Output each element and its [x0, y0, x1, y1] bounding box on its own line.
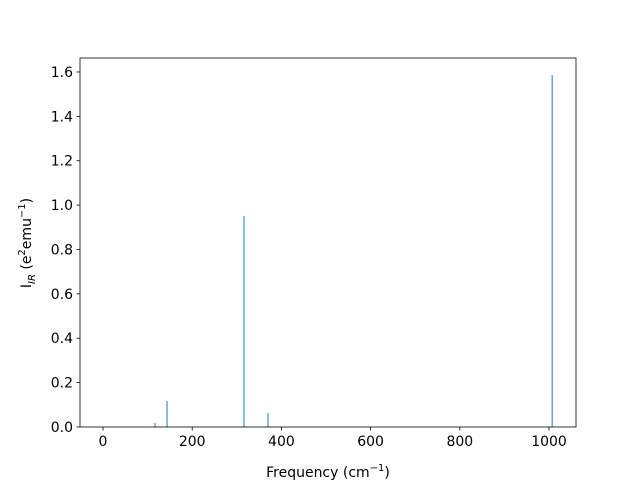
y-tick-label: 0.2 — [51, 376, 73, 392]
y-label-sub: IR — [27, 274, 38, 284]
y-tick-label: 1.6 — [51, 65, 73, 81]
x-tick-label: 600 — [357, 434, 384, 450]
x-tick-label: 1000 — [531, 434, 567, 450]
x-tick-label: 0 — [99, 434, 108, 450]
y-tick-label: 0.4 — [51, 331, 73, 347]
y-label-sup: 2 — [17, 249, 28, 255]
y-tick-label: 1.0 — [51, 198, 73, 214]
y-label-sup: −1 — [17, 203, 28, 218]
bar — [243, 215, 245, 427]
bar — [551, 75, 553, 427]
y-tick-label: 1.2 — [51, 154, 73, 170]
x-tick-label: 400 — [268, 434, 295, 450]
bar — [267, 413, 269, 427]
plot-frame — [79, 57, 577, 428]
y-label-main: I — [19, 284, 35, 288]
y-tick-label: 0.8 — [51, 242, 73, 258]
y-tick-label: 0.6 — [51, 287, 73, 303]
x-label-text: Frequency (cm — [266, 465, 370, 480]
x-tick-label: 800 — [446, 434, 473, 450]
x-label-sup: −1 — [370, 463, 385, 474]
x-label-end: ) — [384, 465, 389, 480]
y-axis-label: IIR (e2emu−1) — [17, 198, 38, 288]
x-axis-label: Frequency (cm−1) — [266, 463, 390, 480]
bar — [166, 401, 168, 427]
x-tick-label: 200 — [179, 434, 206, 450]
y-label-mid: (e — [19, 256, 35, 275]
y-label-end: ) — [19, 198, 35, 203]
y-tick-label: 1.4 — [51, 109, 73, 125]
y-label-unit: emu — [19, 218, 35, 249]
y-tick-label: 0.0 — [51, 420, 73, 436]
bar — [154, 423, 156, 427]
